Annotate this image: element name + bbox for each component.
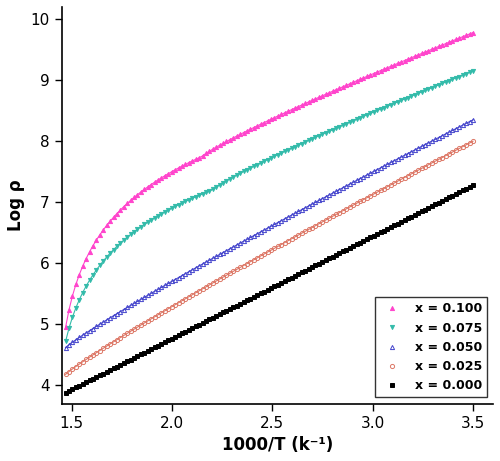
x = 0.025: [470, 138, 476, 144]
x = 0.100: [456, 35, 462, 41]
x = 0.100: [148, 182, 154, 187]
x = 0.000: [384, 226, 390, 231]
x = 0.075: [470, 68, 476, 74]
x = 0.025: [384, 184, 390, 189]
x = 0.100: [62, 325, 68, 330]
x = 0.050: [148, 290, 154, 296]
x = 0.025: [148, 316, 154, 322]
Line: x = 0.075: x = 0.075: [64, 69, 475, 343]
x = 0.100: [344, 83, 349, 88]
x = 0.075: [172, 204, 178, 209]
x = 0.000: [456, 189, 462, 195]
Y-axis label: Log ρ: Log ρ: [7, 179, 25, 231]
x = 0.025: [344, 206, 349, 212]
x = 0.075: [344, 121, 349, 126]
Line: x = 0.050: x = 0.050: [64, 118, 475, 349]
x = 0.050: [62, 345, 68, 350]
x = 0.000: [172, 334, 178, 340]
Line: x = 0.100: x = 0.100: [64, 30, 475, 330]
x = 0.100: [288, 107, 294, 112]
x = 0.025: [456, 146, 462, 151]
x = 0.050: [384, 161, 390, 167]
x = 0.100: [172, 167, 178, 172]
x = 0.050: [470, 117, 476, 123]
x = 0.075: [62, 339, 68, 344]
x = 0.100: [470, 30, 476, 35]
x = 0.025: [172, 302, 178, 307]
x = 0.000: [148, 346, 154, 352]
x = 0.100: [384, 65, 390, 71]
Line: x = 0.025: x = 0.025: [64, 139, 475, 377]
x = 0.000: [344, 247, 349, 253]
x = 0.050: [456, 124, 462, 130]
x = 0.050: [288, 213, 294, 218]
X-axis label: 1000/T (k⁻¹): 1000/T (k⁻¹): [222, 436, 333, 454]
x = 0.050: [344, 183, 349, 189]
x = 0.075: [288, 146, 294, 151]
x = 0.000: [470, 183, 476, 188]
x = 0.025: [288, 236, 294, 242]
x = 0.025: [62, 372, 68, 377]
x = 0.075: [456, 74, 462, 79]
Legend: x = 0.100, x = 0.075, x = 0.050, x = 0.025, x = 0.000: x = 0.100, x = 0.075, x = 0.050, x = 0.0…: [374, 297, 487, 397]
x = 0.000: [62, 390, 68, 396]
x = 0.075: [384, 103, 390, 109]
x = 0.000: [288, 275, 294, 280]
x = 0.050: [172, 277, 178, 282]
x = 0.075: [148, 217, 154, 223]
Line: x = 0.000: x = 0.000: [64, 183, 475, 395]
